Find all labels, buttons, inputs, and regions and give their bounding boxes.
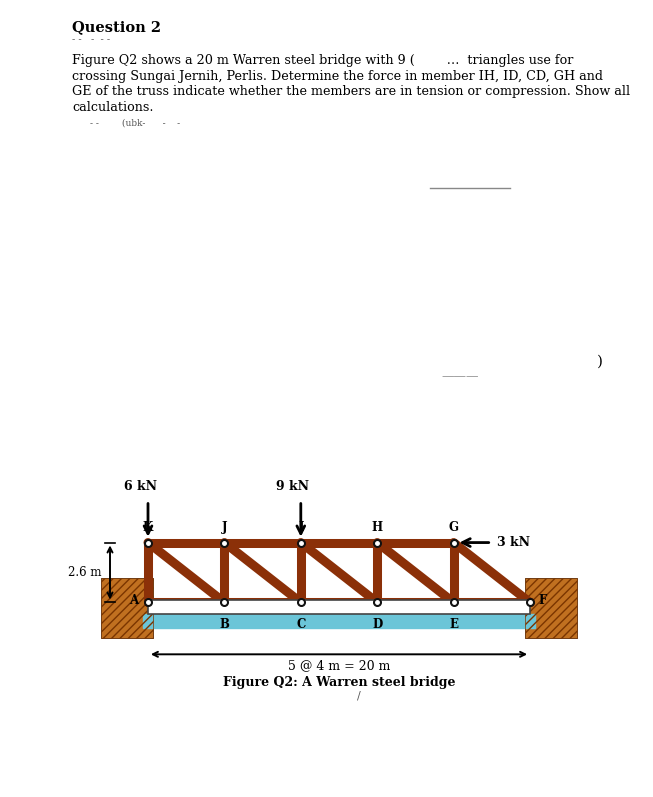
Bar [101, 579, 153, 638]
Bar [101, 579, 153, 638]
Text: 2.6 m: 2.6 m [69, 566, 102, 579]
Text: H: H [372, 520, 383, 533]
Text: B: B [219, 618, 229, 631]
Text: calculations.: calculations. [72, 100, 153, 114]
Bar [143, 614, 535, 628]
Text: G: G [449, 520, 458, 533]
Bar [148, 600, 530, 614]
Text: F: F [538, 594, 547, 607]
Text: crossing Sungai Jernih, Perlis. Determine the force in member IH, ID, CD, GH and: crossing Sungai Jernih, Perlis. Determin… [72, 69, 603, 83]
Text: - -   -  - -: - - - - - [72, 35, 110, 44]
Text: 6 kN: 6 kN [123, 480, 157, 493]
Text: - -        (ubk-      -    -: - - (ubk- - - [90, 118, 180, 128]
Text: 3 kN: 3 kN [496, 536, 530, 549]
Bar [525, 579, 577, 638]
Text: J: J [221, 520, 227, 533]
Text: Question 2: Question 2 [72, 20, 161, 34]
Text: Figure Q2: A Warren steel bridge: Figure Q2: A Warren steel bridge [223, 677, 455, 689]
Text: A: A [129, 594, 138, 607]
Text: C: C [296, 618, 306, 631]
Text: I: I [298, 520, 304, 533]
Text: 5 @ 4 m = 20 m: 5 @ 4 m = 20 m [288, 659, 390, 673]
Text: E: E [449, 618, 458, 631]
Text: ): ) [597, 355, 603, 368]
Text: D: D [372, 618, 382, 631]
Bar [525, 579, 577, 638]
Text: ———: ——— [441, 371, 479, 383]
Text: GE of the truss indicate whether the members are in tension or compression. Show: GE of the truss indicate whether the mem… [72, 85, 630, 98]
Text: /: / [357, 690, 361, 701]
Text: Figure Q2 shows a 20 m Warren steel bridge with 9 (        …  triangles use for: Figure Q2 shows a 20 m Warren steel brid… [72, 54, 573, 67]
Text: 9 kN: 9 kN [276, 480, 310, 493]
Text: K: K [143, 520, 153, 533]
